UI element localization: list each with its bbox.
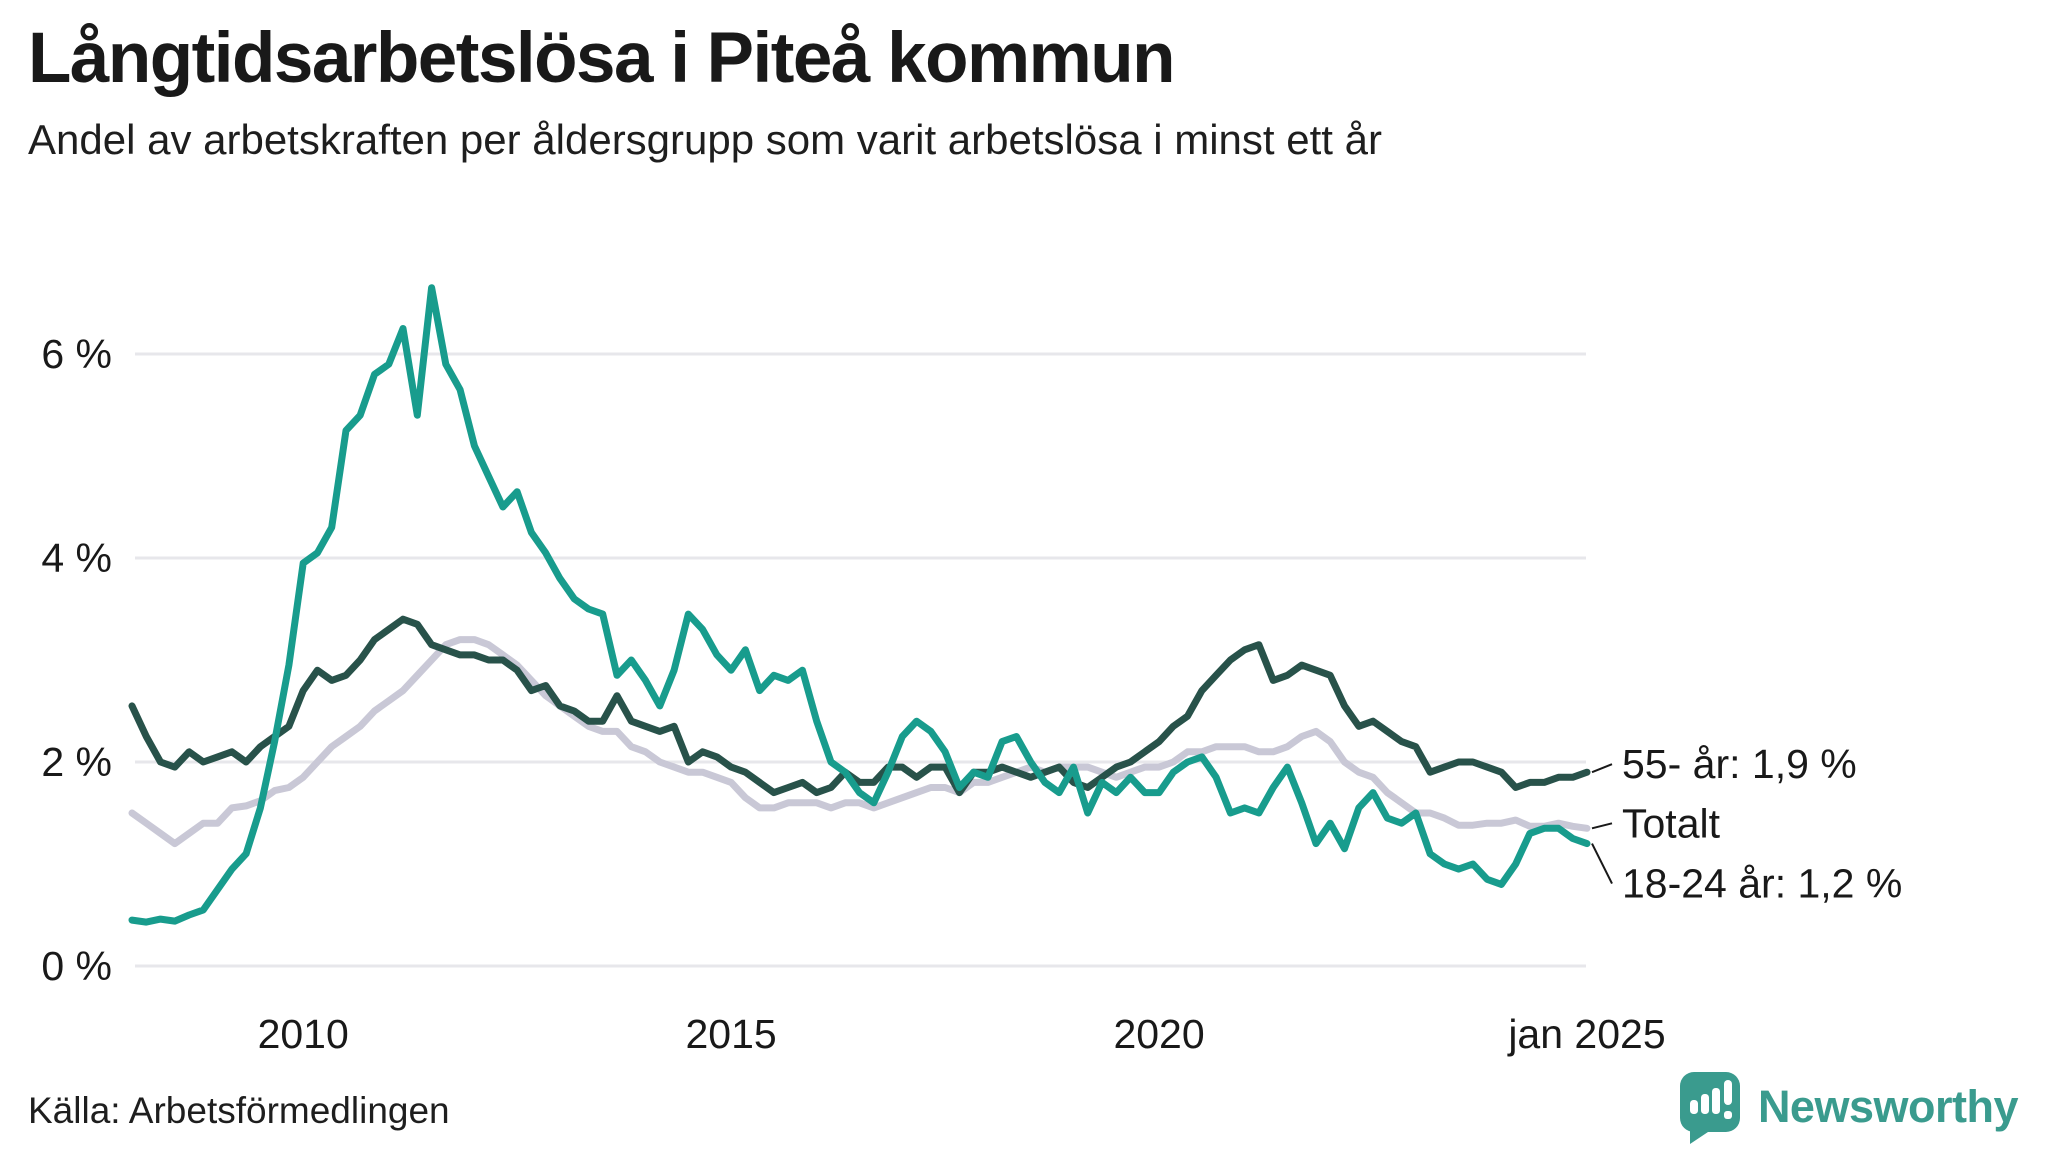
series-line-18-24-r bbox=[128, 284, 1591, 926]
page-subtitle: Andel av arbetskraften per åldersgrupp s… bbox=[28, 116, 1382, 163]
series-end-label-55-r: 55- år: 1,9 % bbox=[1622, 741, 1857, 787]
bar-chart-icon bbox=[1689, 1100, 1698, 1114]
series-line-55-r bbox=[128, 615, 1591, 797]
bar-chart-icon bbox=[1700, 1094, 1709, 1114]
series-end-label-18-24-r: 18-24 år: 1,2 % bbox=[1622, 861, 1902, 907]
speech-bubble-tail bbox=[1689, 1128, 1714, 1144]
x-axis-tick-label: jan 2025 bbox=[1507, 1011, 1665, 1057]
exclamation-icon bbox=[1723, 1080, 1732, 1105]
exclamation-dot-icon bbox=[1723, 1111, 1732, 1119]
newsworthy-logo-icon bbox=[1679, 1070, 1742, 1144]
speech-bubble-icon bbox=[1679, 1072, 1740, 1132]
page-title: Långtidsarbetslösa i Piteå kommun bbox=[28, 19, 1175, 98]
y-axis-tick-label: 0 % bbox=[41, 943, 112, 989]
newsworthy-logo[interactable]: Newsworthy bbox=[1679, 1070, 2019, 1144]
label-connector-line bbox=[1591, 843, 1613, 885]
label-connector-line bbox=[1591, 763, 1613, 774]
label-connector-line bbox=[1591, 822, 1613, 830]
y-axis-tick-label: 2 % bbox=[41, 739, 112, 785]
y-axis-tick-label: 6 % bbox=[41, 331, 112, 377]
brand-name: Newsworthy bbox=[1757, 1081, 2019, 1132]
series-end-label-totalt: Totalt bbox=[1622, 800, 1721, 846]
bar-chart-icon bbox=[1711, 1088, 1720, 1114]
x-axis-tick-label: 2010 bbox=[258, 1011, 349, 1057]
x-axis-tick-label: 2020 bbox=[1113, 1011, 1204, 1057]
x-axis-tick-label: 2015 bbox=[686, 1011, 777, 1057]
source-note: Källa: Arbetsförmedlingen bbox=[28, 1090, 450, 1131]
y-axis-tick-label: 4 % bbox=[41, 535, 112, 581]
series-line-totalt bbox=[128, 636, 1591, 848]
